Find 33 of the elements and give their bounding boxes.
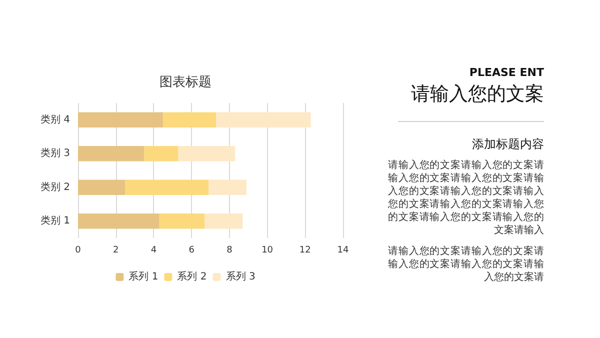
x-tick-label: 0 xyxy=(75,246,82,256)
x-tick-label: 8 xyxy=(226,246,233,256)
x-tick-label: 4 xyxy=(150,246,157,256)
x-tick-label: 12 xyxy=(299,246,311,256)
bar xyxy=(216,112,311,128)
y-tick-label: 类别 1 xyxy=(40,214,70,227)
text: PLEASE ENT xyxy=(468,66,544,79)
y-tick-label: 类别 4 xyxy=(40,113,70,126)
legend-label: 系列 1 xyxy=(128,270,158,282)
text: 请输入您的文案请输入您的文案请输入您的文案请输入您的文案请输入您的文案请输入您的文案请输入您的文案请输入您的文案请输入您的文案请输入您的文案请输入您的文案请输入 xyxy=(388,159,544,237)
text: 请输入您的文案请输入您的文案请输入您的文案请输入您的文案请输入您的文案请 xyxy=(388,245,544,284)
x-tick-label: 2 xyxy=(112,246,119,256)
bar xyxy=(163,112,216,128)
bar xyxy=(78,214,160,229)
bar xyxy=(204,214,243,229)
x-tick-label: 10 xyxy=(262,246,274,256)
legend-label: 系列 3 xyxy=(226,270,256,282)
bar xyxy=(178,146,236,162)
bar xyxy=(125,180,209,195)
y-tick-label: 类别 3 xyxy=(40,147,70,160)
bar xyxy=(208,180,246,195)
legend-label: 系列 2 xyxy=(177,270,207,282)
bar xyxy=(78,180,126,195)
bar xyxy=(78,112,164,128)
bar xyxy=(78,146,144,162)
text: 请输入您的文案 xyxy=(410,82,544,107)
chart-title: 图表标题 xyxy=(160,75,212,90)
text: 添加标题内容 xyxy=(471,136,544,153)
bar xyxy=(159,214,205,229)
y-tick-label: 类别 2 xyxy=(40,180,70,193)
x-tick-label: 6 xyxy=(188,246,195,256)
bar xyxy=(144,146,178,162)
x-tick-label: 14 xyxy=(337,246,349,256)
